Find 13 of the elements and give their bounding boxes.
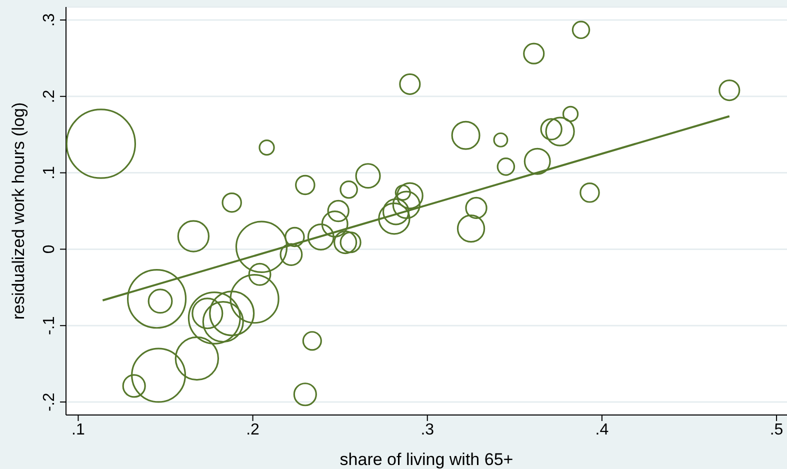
x-axis-title: share of living with 65+ (340, 450, 514, 469)
y-tick-label: .1 (41, 166, 58, 180)
y-tick-label: -.1 (41, 316, 58, 335)
y-tick-label: 0 (41, 244, 58, 254)
y-tick-label: .3 (41, 13, 58, 27)
x-tick-label: .5 (770, 421, 784, 438)
y-axis-title: residualized work hours (log) (9, 102, 28, 320)
y-tick-label: .2 (41, 90, 58, 104)
x-tick-label: .4 (595, 421, 609, 438)
x-tick-label: .1 (72, 421, 85, 438)
y-tick-label: -.2 (41, 392, 58, 412)
x-tick-label: .2 (246, 421, 260, 438)
x-tick-label: .3 (420, 421, 434, 438)
